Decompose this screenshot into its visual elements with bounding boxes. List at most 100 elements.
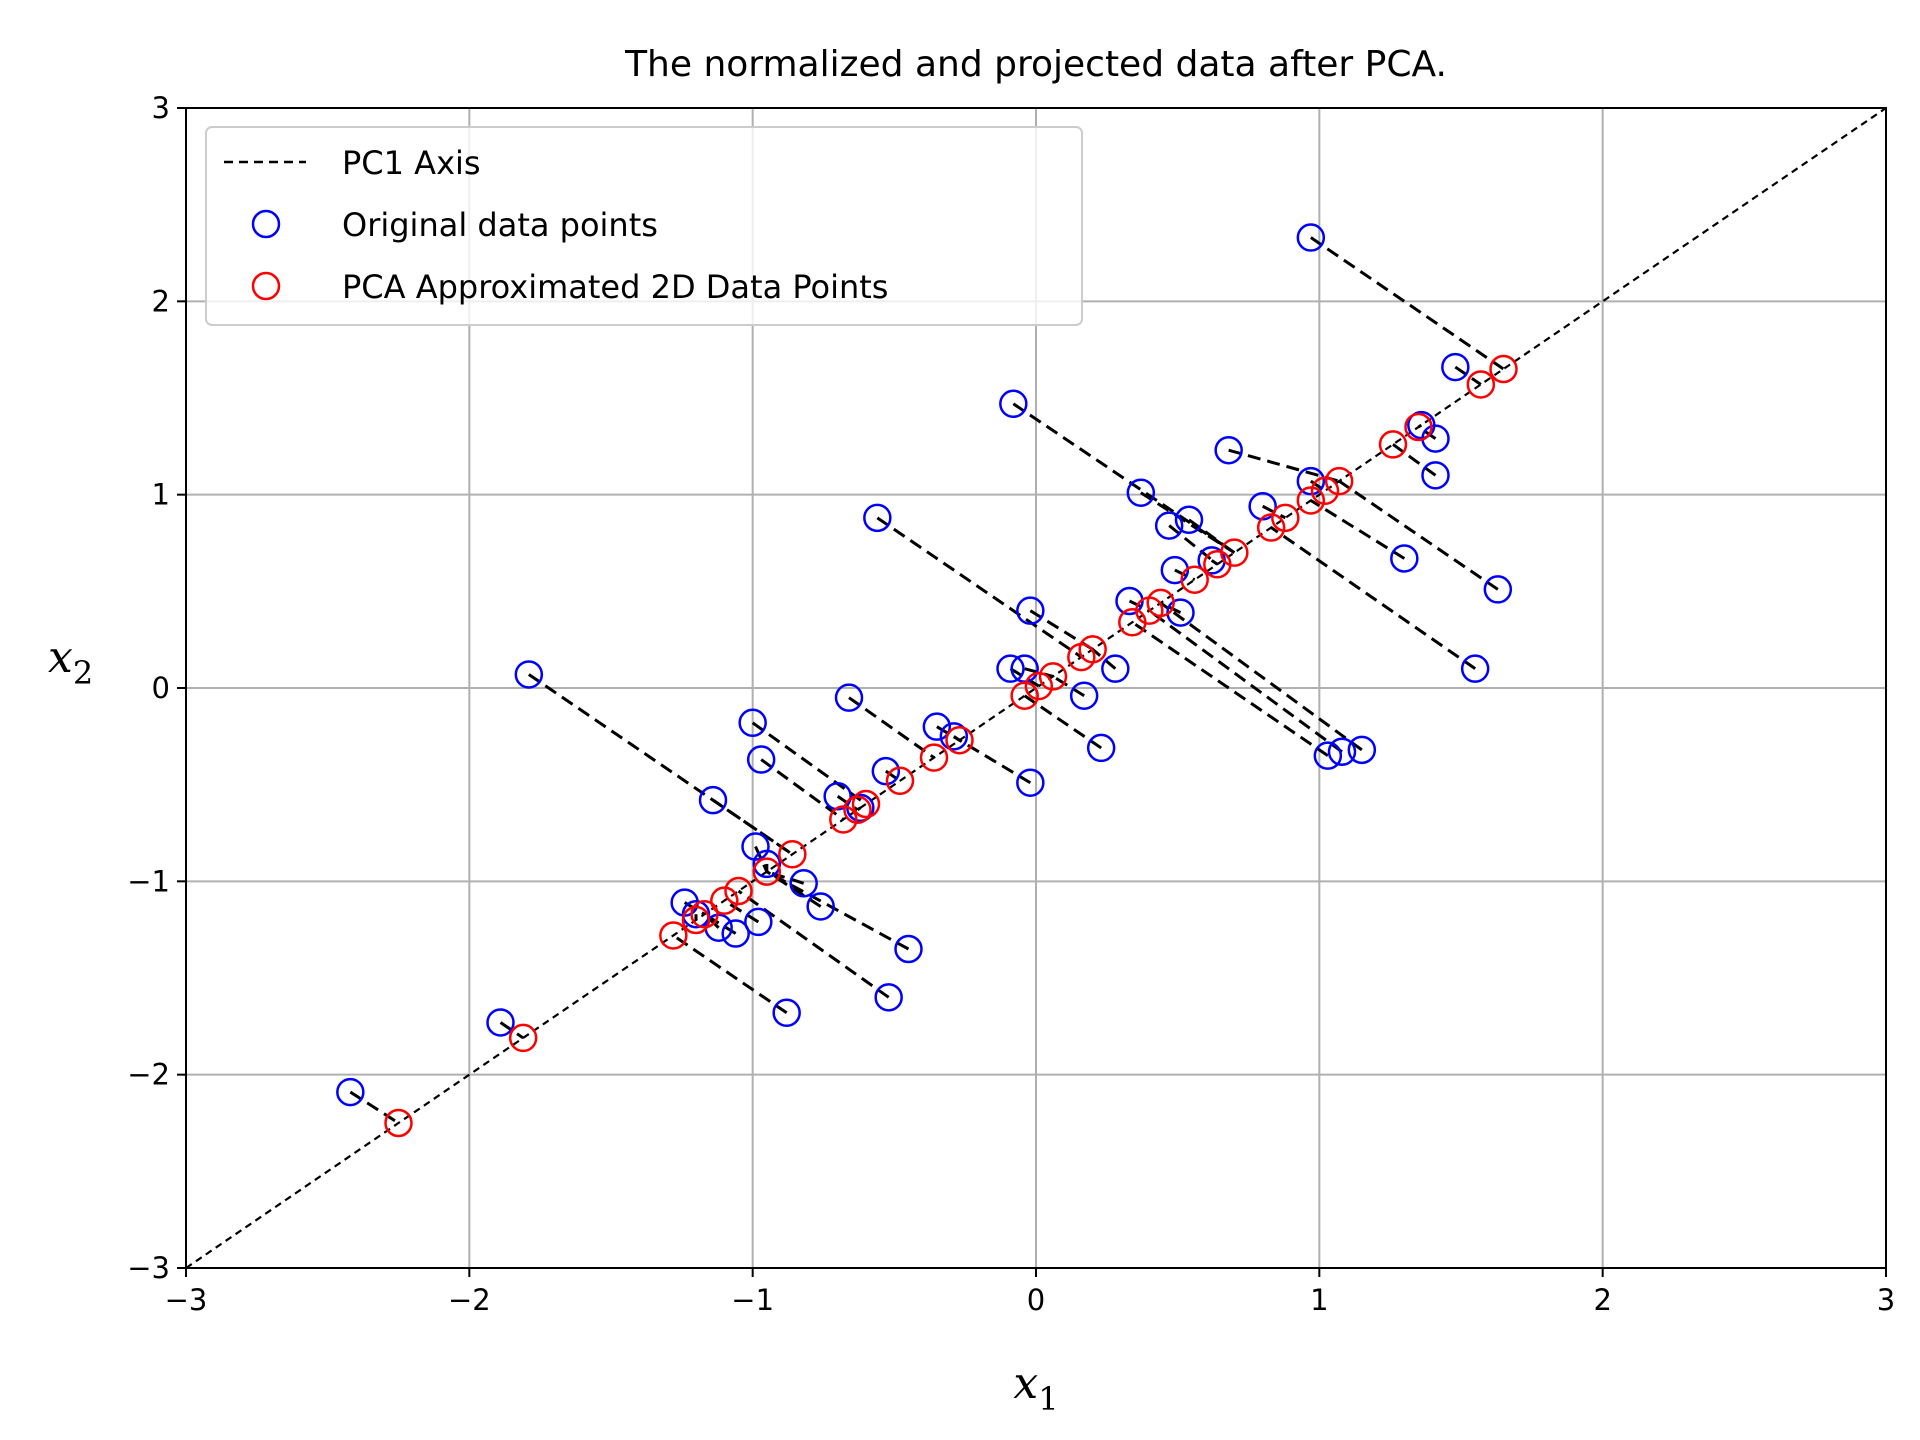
legend-original-label: Original data points (342, 206, 658, 244)
original-point (1390, 544, 1419, 573)
original-point (999, 389, 1028, 419)
projected-point (829, 805, 858, 834)
projected-point (724, 876, 753, 906)
original-point (1313, 741, 1343, 770)
projection-line (856, 806, 862, 812)
projected-point (1203, 550, 1232, 579)
projection-line (723, 899, 760, 924)
legend-frame (205, 126, 1083, 326)
original-point (1421, 461, 1450, 490)
projected-point (508, 1023, 538, 1053)
projected-point (1067, 642, 1096, 672)
x-tick-label: 3 (1877, 1283, 1895, 1317)
original-point (1296, 466, 1326, 496)
original-point (894, 934, 923, 964)
projection-line (884, 769, 901, 783)
original-point (698, 785, 728, 815)
projected-point (885, 766, 915, 796)
axis-ticks: −3 −2 −1 0 1 2 3 −3 −2 −1 0 1 2 3 (127, 91, 1895, 1317)
y-tick-label: −1 (127, 864, 170, 898)
y-tick-label: 3 (152, 91, 170, 125)
projection-line (760, 758, 845, 821)
projected-point (1404, 412, 1433, 442)
projection-line (672, 934, 788, 1015)
original-point (939, 722, 969, 751)
y-tick-label: 2 (152, 284, 170, 318)
y-tick-label: 0 (152, 671, 170, 705)
projected-point (1271, 503, 1300, 533)
original-point (1460, 654, 1490, 683)
projected-point (1466, 370, 1496, 399)
projection-line (1140, 491, 1236, 554)
original-point (772, 998, 801, 1028)
projected-point (1024, 671, 1054, 701)
original-point (996, 654, 1025, 683)
projection-line (1168, 524, 1219, 566)
projection-line (1174, 568, 1196, 582)
original-point (834, 683, 864, 712)
original-point (1016, 768, 1045, 797)
projection-line (737, 889, 890, 999)
projected-point (1038, 662, 1068, 691)
projected-point (851, 789, 881, 819)
chart-title: The normalized and projected data after … (624, 44, 1447, 85)
projected-point (1489, 354, 1518, 384)
projected-point (690, 899, 719, 929)
original-point (922, 712, 952, 741)
projected-point (945, 725, 974, 755)
projected-point (778, 840, 807, 869)
x-tick-label: −2 (448, 1283, 491, 1317)
projection-line (766, 870, 822, 908)
projection-line (1188, 518, 1236, 554)
original-point (1483, 575, 1513, 604)
projection-line (1160, 601, 1182, 614)
projection-line (952, 735, 961, 742)
original-point (1126, 478, 1156, 507)
legend-projected-swatch (251, 271, 281, 301)
projected-point (752, 857, 782, 886)
projected-point (1118, 608, 1147, 637)
legend-projected-label: PCA Approximated 2D Data Points (342, 268, 888, 306)
original-point (1441, 352, 1470, 382)
y-tick-label: −2 (127, 1058, 170, 1092)
projection-line (754, 845, 769, 873)
projected-point (1256, 513, 1286, 542)
x-tick-label: 2 (1593, 1283, 1611, 1317)
original-point (1016, 596, 1045, 625)
projected-point (919, 743, 949, 772)
original-point (1069, 681, 1099, 710)
projection-line (1270, 526, 1477, 670)
projection-line (1023, 694, 1103, 750)
original-point (871, 756, 901, 786)
projection-line (1024, 667, 1054, 678)
legend-original-swatch (251, 209, 281, 239)
projection-line (1454, 365, 1482, 386)
projection-line (1210, 559, 1219, 566)
original-point (1154, 511, 1184, 540)
original-point (336, 1077, 365, 1107)
original-point (1347, 735, 1377, 765)
projection-line (712, 798, 794, 856)
original-point (486, 1008, 515, 1037)
projection-line (1338, 479, 1499, 591)
x-tick-label: −3 (165, 1283, 208, 1317)
original-point (1407, 410, 1436, 440)
projection-line (499, 1021, 525, 1040)
projection-line (703, 913, 720, 929)
original-point (789, 869, 818, 898)
original-point (1086, 733, 1116, 763)
projection-line (1417, 425, 1437, 440)
x-axis-label: x1 (1013, 1358, 1058, 1418)
y-axis-label: x2 (48, 632, 93, 692)
projection-line (1392, 443, 1437, 477)
projection-line (1009, 667, 1040, 688)
projection-line (1310, 499, 1406, 560)
projection-line (766, 870, 805, 885)
original-point (738, 708, 767, 738)
projection-line (1159, 601, 1363, 752)
projected-point (384, 1108, 413, 1138)
projection-line (349, 1090, 400, 1125)
projection-line (848, 696, 935, 759)
original-point (1214, 435, 1243, 465)
original-point (721, 919, 750, 948)
